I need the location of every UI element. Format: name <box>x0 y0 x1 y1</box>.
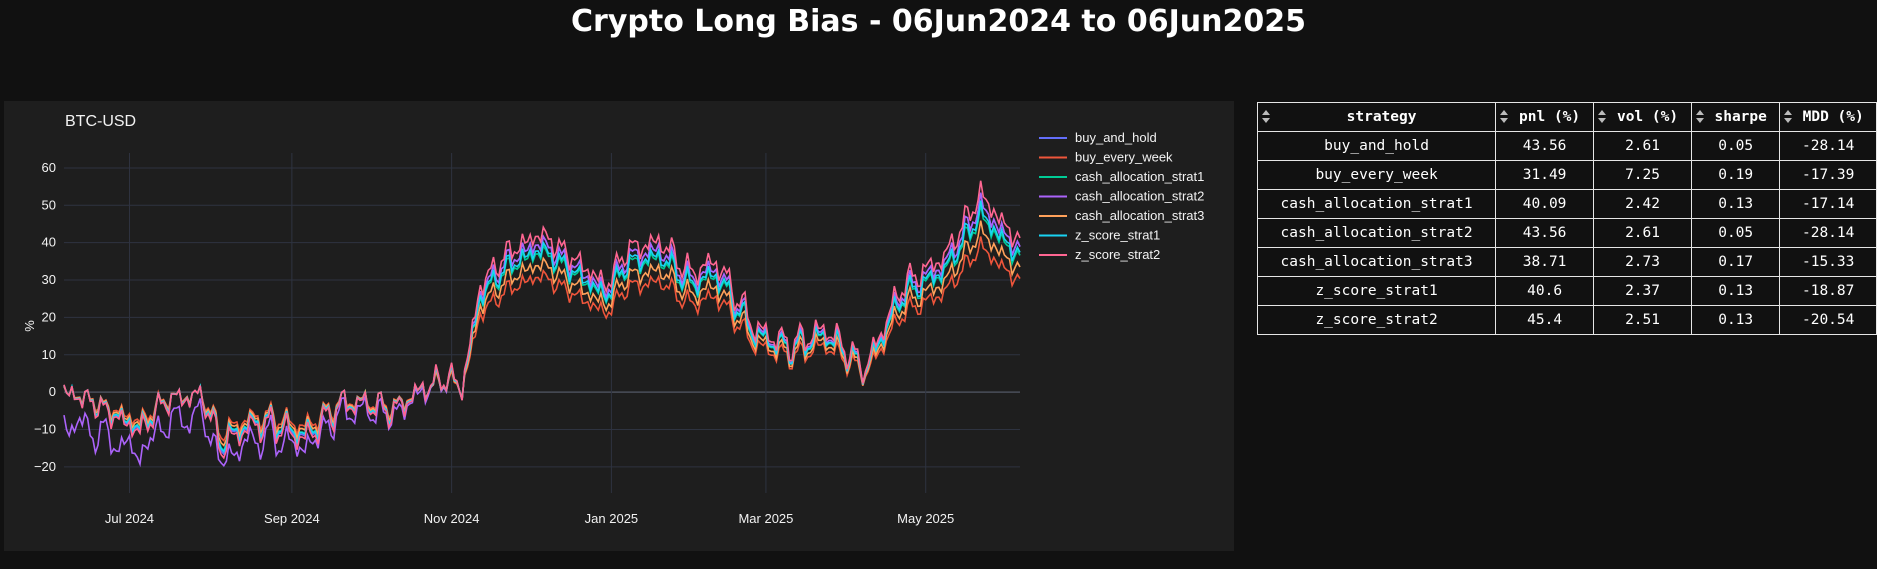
column-header[interactable]: strategy <box>1256 102 1497 132</box>
table-cell: cash_allocation_strat2 <box>1256 218 1497 248</box>
stats-table-container: strategy pnl (%) vol (%) sharpe MDD (%) buy_… <box>1256 102 1877 335</box>
series-lines <box>63 180 1021 468</box>
legend[interactable]: buy_and_hold buy_every_week cash_allocatio… <box>1039 130 1204 262</box>
y-axis-label: % <box>22 320 37 332</box>
grid <box>64 153 1020 493</box>
table-cell: 0.13 <box>1690 189 1781 219</box>
legend-item-buy_every_week[interactable]: buy_every_week <box>1075 150 1173 165</box>
y-tick-label: −10 <box>34 421 56 436</box>
table-row: buy_and_hold 43.56 2.61 0.05 -28.14 <box>1256 131 1877 161</box>
sort-icon[interactable] <box>1500 110 1509 124</box>
y-tick-label: 10 <box>42 347 56 362</box>
sort-icon[interactable] <box>1696 110 1705 124</box>
legend-item-z_score_strat1[interactable]: z_score_strat1 <box>1075 228 1160 243</box>
y-tick-label: 0 <box>49 384 56 399</box>
page-title: Crypto Long Bias - 06Jun2024 to 06Jun202… <box>571 4 1306 39</box>
table-cell: cash_allocation_strat1 <box>1256 189 1497 219</box>
legend-item-buy_and_hold[interactable]: buy_and_hold <box>1075 130 1157 145</box>
x-tick-label: Jan 2025 <box>585 511 639 526</box>
table-cell: -28.14 <box>1779 131 1877 161</box>
legend-item-cash_allocation_strat3[interactable]: cash_allocation_strat3 <box>1075 208 1204 223</box>
y-tick-label: 40 <box>42 235 56 250</box>
series-line-z_score_strat2[interactable] <box>63 180 1021 460</box>
table-cell: 0.19 <box>1690 160 1781 190</box>
column-header[interactable]: vol (%) <box>1593 102 1692 132</box>
table-row: cash_allocation_strat1 40.09 2.42 0.13 -17.1… <box>1256 189 1877 219</box>
table-body: buy_and_hold 43.56 2.61 0.05 -28.14 buy_every… <box>1256 131 1877 335</box>
column-header-label: pnl (%) <box>1519 109 1581 125</box>
stats-table: strategy pnl (%) vol (%) sharpe MDD (%) buy_… <box>1256 102 1877 335</box>
table-cell: -17.39 <box>1779 160 1877 190</box>
y-tick-label: 30 <box>42 272 56 287</box>
table-cell: 7.25 <box>1593 160 1692 190</box>
column-header-label: vol (%) <box>1616 109 1679 125</box>
chart-panel: BTC-USD % −20 −10 0 10 20 30 40 50 60 Jul 2024 Sep… <box>4 101 1234 551</box>
table-cell: -17.14 <box>1779 189 1877 219</box>
y-tick-label: 50 <box>42 197 56 212</box>
table-cell: 0.13 <box>1690 276 1781 306</box>
table-cell: 0.13 <box>1690 305 1781 335</box>
table-cell: 2.51 <box>1593 305 1692 335</box>
sort-icon[interactable] <box>1262 110 1271 124</box>
table-cell: -20.54 <box>1779 305 1877 335</box>
sort-icon[interactable] <box>1598 110 1607 124</box>
table-cell: 40.09 <box>1495 189 1595 219</box>
table-cell: 0.05 <box>1690 218 1781 248</box>
table-row: cash_allocation_strat2 43.56 2.61 0.05 -28.1… <box>1256 218 1877 248</box>
table-cell: 0.05 <box>1690 131 1781 161</box>
column-header-label: sharpe <box>1714 109 1767 125</box>
x-tick-label: May 2025 <box>897 511 954 526</box>
table-row: z_score_strat1 40.6 2.37 0.13 -18.87 <box>1256 276 1877 306</box>
table-cell: 38.71 <box>1495 247 1595 277</box>
column-header[interactable]: pnl (%) <box>1495 102 1595 132</box>
chart-title: BTC-USD <box>65 113 136 130</box>
sort-icon[interactable] <box>1784 110 1793 124</box>
table-cell: 2.42 <box>1593 189 1692 219</box>
table-row: z_score_strat2 45.4 2.51 0.13 -20.54 <box>1256 305 1877 335</box>
legend-item-cash_allocation_strat2[interactable]: cash_allocation_strat2 <box>1075 189 1204 204</box>
table-cell: 2.73 <box>1593 247 1692 277</box>
table-cell: -28.14 <box>1779 218 1877 248</box>
x-tick-label: Nov 2024 <box>424 511 480 526</box>
legend-item-cash_allocation_strat1[interactable]: cash_allocation_strat1 <box>1075 169 1204 184</box>
table-cell: z_score_strat1 <box>1256 276 1497 306</box>
column-header-label: strategy <box>1346 109 1417 125</box>
y-tick-label: −20 <box>34 459 56 474</box>
table-cell: -15.33 <box>1779 247 1877 277</box>
table-cell: 40.6 <box>1495 276 1595 306</box>
x-tick-label: Sep 2024 <box>264 511 320 526</box>
x-tick-label: Jul 2024 <box>105 511 154 526</box>
table-cell: cash_allocation_strat3 <box>1256 247 1497 277</box>
axis-ticks: −20 −10 0 10 20 30 40 50 60 Jul 2024 Sep 2024 Nov 2… <box>34 160 954 526</box>
table-cell: -18.87 <box>1779 276 1877 306</box>
table-cell: 31.49 <box>1495 160 1595 190</box>
table-row: cash_allocation_strat3 38.71 2.73 0.17 -15.3… <box>1256 247 1877 277</box>
table-cell: 2.61 <box>1593 131 1692 161</box>
table-cell: z_score_strat2 <box>1256 305 1497 335</box>
column-header[interactable]: MDD (%) <box>1779 102 1877 132</box>
column-header[interactable]: sharpe <box>1690 102 1781 132</box>
table-cell: 45.4 <box>1495 305 1595 335</box>
table-cell: buy_every_week <box>1256 160 1497 190</box>
x-tick-label: Mar 2025 <box>738 511 793 526</box>
y-tick-label: 60 <box>42 160 56 175</box>
column-header-label: MDD (%) <box>1802 109 1864 125</box>
table-header-row: strategy pnl (%) vol (%) sharpe MDD (%) <box>1256 102 1877 132</box>
table-cell: buy_and_hold <box>1256 131 1497 161</box>
table-cell: 2.37 <box>1593 276 1692 306</box>
line-chart: BTC-USD % −20 −10 0 10 20 30 40 50 60 Jul 2024 Sep… <box>22 113 1204 526</box>
table-cell: 2.61 <box>1593 218 1692 248</box>
table-cell: 43.56 <box>1495 218 1595 248</box>
y-tick-label: 20 <box>42 309 56 324</box>
legend-item-z_score_strat2[interactable]: z_score_strat2 <box>1075 247 1160 262</box>
table-row: buy_every_week 31.49 7.25 0.19 -17.39 <box>1256 160 1877 190</box>
table-cell: 43.56 <box>1495 131 1595 161</box>
table-cell: 0.17 <box>1690 247 1781 277</box>
